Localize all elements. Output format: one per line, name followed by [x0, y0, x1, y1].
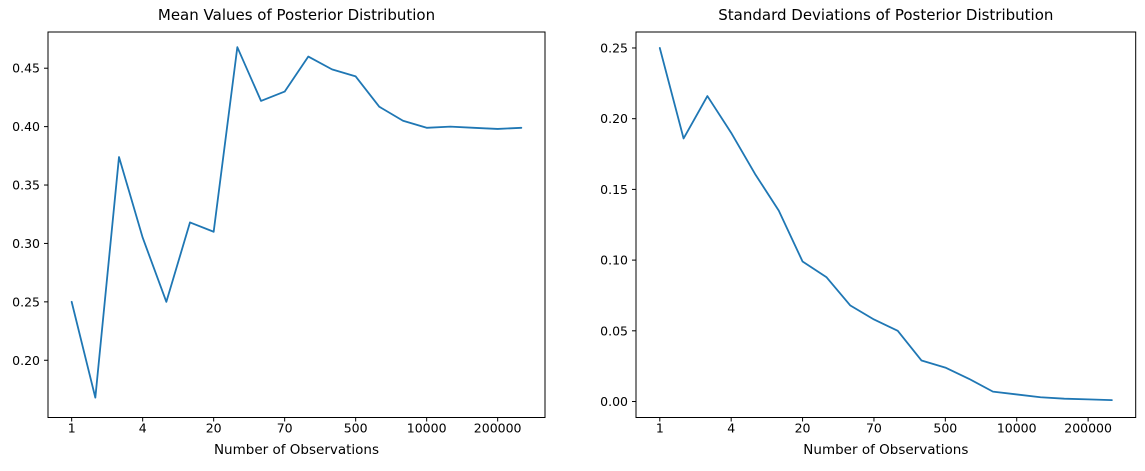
- series-line: [70, 46, 523, 399]
- x-tick-label: 20: [206, 421, 222, 436]
- x-axis-label: Number of Observations: [214, 442, 379, 458]
- chart-title: Standard Deviations of Posterior Distrib…: [718, 6, 1053, 24]
- y-tick-label: 0.45: [12, 61, 40, 76]
- x-tick-label: 200000: [1064, 421, 1112, 436]
- plot-border: [47, 31, 546, 418]
- x-axis-label: Number of Observations: [803, 442, 968, 458]
- y-tick-label: 0.25: [12, 294, 40, 309]
- mean-values-chart: 0.45 0.40 0.35 0.30 0.25 0.20 1 4 20 70 500 10000 20…: [12, 6, 546, 458]
- x-tick-label: 70: [866, 421, 882, 436]
- y-tick-label: 0.05: [600, 323, 628, 338]
- x-tick-label: 200000: [474, 421, 522, 436]
- plot-border: [635, 31, 1137, 418]
- std-devs-chart: 0.25 0.20 0.15 0.10 0.05 0.00 1 4 20 70 500 10000 20…: [600, 6, 1137, 458]
- x-tick-label: 500: [344, 421, 368, 436]
- y-tick-label: 0.20: [600, 111, 628, 126]
- x-tick-label: 4: [139, 421, 147, 436]
- y-tick-label: 0.35: [12, 178, 40, 193]
- x-tick-label: 70: [277, 421, 293, 436]
- y-tick-label: 0.20: [12, 353, 40, 368]
- x-tick-label: 1: [68, 421, 76, 436]
- y-tick-label: 0.30: [12, 236, 40, 251]
- x-tick-label: 10000: [997, 421, 1037, 436]
- y-tick-label: 0.15: [600, 182, 628, 197]
- y-tick-label: 0.40: [12, 119, 40, 134]
- x-tick-label: 10000: [407, 421, 447, 436]
- x-tick-label: 1: [656, 421, 664, 436]
- x-tick-label: 4: [727, 421, 735, 436]
- series-line: [658, 47, 1113, 402]
- y-tick-label: 0.10: [600, 253, 628, 268]
- x-tick-label: 500: [933, 421, 957, 436]
- y-tick-label: 0.25: [600, 40, 628, 55]
- chart-title: Mean Values of Posterior Distribution: [158, 6, 435, 24]
- x-tick-label: 20: [795, 421, 811, 436]
- y-tick-label: 0.00: [600, 394, 628, 409]
